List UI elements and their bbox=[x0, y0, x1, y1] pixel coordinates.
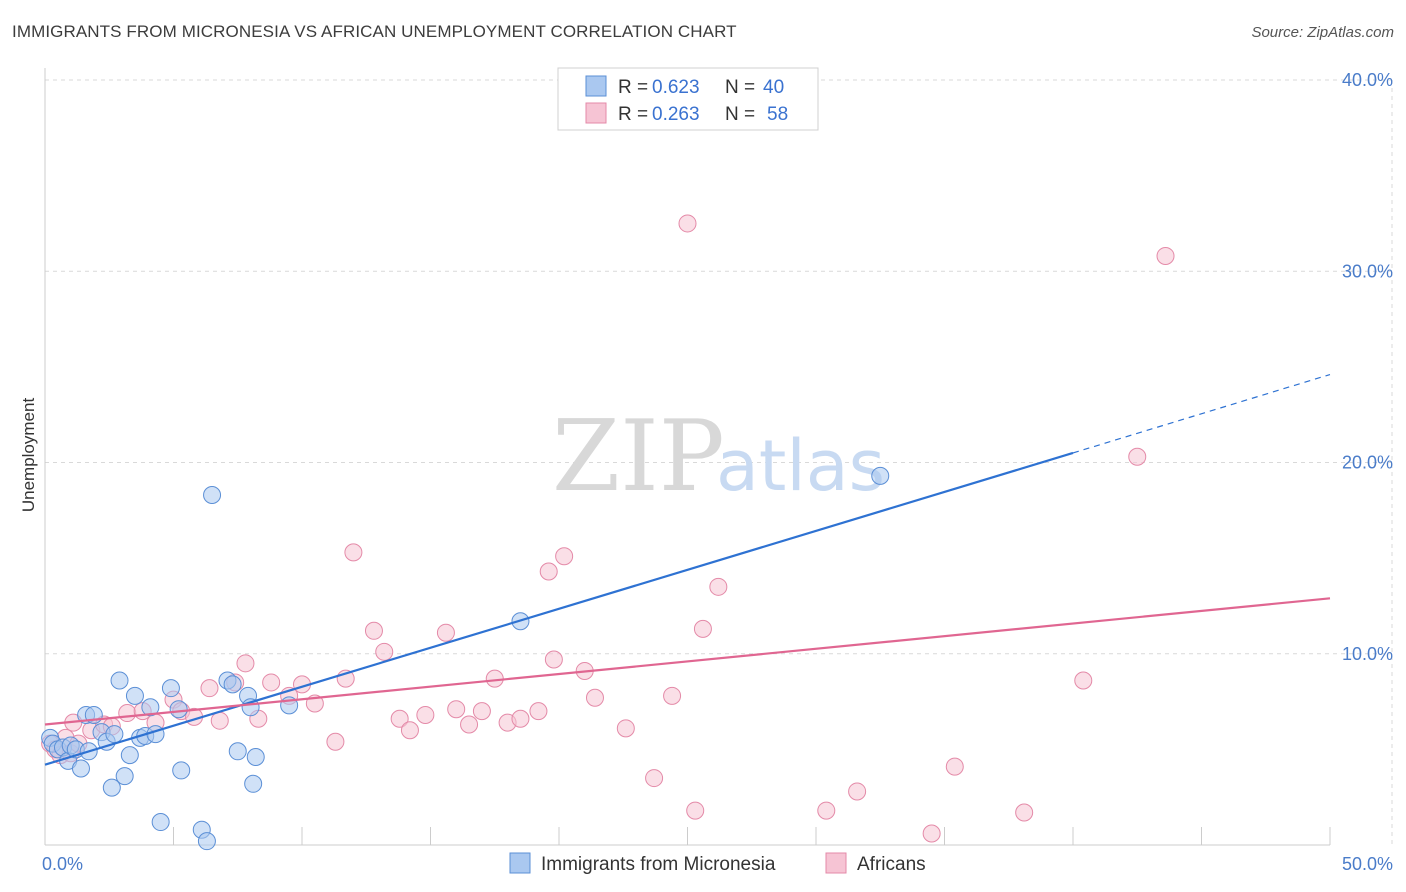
africans-point bbox=[539, 562, 558, 581]
africans-point bbox=[200, 679, 219, 698]
africans-point bbox=[709, 577, 728, 596]
africans-point bbox=[236, 654, 255, 673]
micronesia-point bbox=[244, 774, 263, 793]
africans-point bbox=[555, 547, 574, 566]
micronesia-point bbox=[228, 742, 247, 761]
y-tick-label: 40.0% bbox=[1342, 70, 1393, 90]
micronesia-point bbox=[105, 725, 124, 744]
africans-point bbox=[118, 704, 137, 723]
micronesia-point bbox=[172, 761, 191, 780]
africans-point bbox=[1074, 671, 1093, 690]
top-legend: R = 0.623 N = 40 R = 0.263 N = 58 bbox=[557, 67, 819, 131]
micronesia-trendline bbox=[44, 451, 1074, 766]
africans-point bbox=[663, 686, 682, 705]
micronesia-point bbox=[115, 767, 134, 786]
y-tick-label: 10.0% bbox=[1342, 644, 1393, 664]
series-africans-points bbox=[41, 214, 1175, 843]
micronesia-point bbox=[169, 700, 188, 719]
axes bbox=[44, 68, 1331, 846]
legend-r-value-2: 0.263 bbox=[652, 104, 700, 125]
africans-point bbox=[472, 702, 491, 721]
africans-point bbox=[922, 824, 941, 843]
africans-point bbox=[529, 702, 548, 721]
africans-point bbox=[693, 619, 712, 638]
africans-point bbox=[364, 621, 383, 640]
bottom-legend-label-micronesia: Immigrants from Micronesia bbox=[541, 854, 776, 875]
africans-point bbox=[817, 801, 836, 820]
y-tick-label: 30.0% bbox=[1342, 261, 1393, 281]
legend-swatch-pink bbox=[585, 102, 607, 124]
legend-r-value-1: 0.623 bbox=[652, 77, 700, 98]
trendlines bbox=[44, 373, 1331, 766]
legend-n-value-1: 40 bbox=[763, 77, 784, 98]
series-micronesia-points bbox=[41, 466, 890, 851]
micronesia-trendline-extension bbox=[1072, 373, 1331, 454]
africans-point bbox=[645, 769, 664, 788]
watermark: ZIP atlas bbox=[552, 400, 885, 514]
africans-point bbox=[447, 700, 466, 719]
watermark-atlas: atlas bbox=[716, 425, 885, 507]
chart-title: IMMIGRANTS FROM MICRONESIA VS AFRICAN UN… bbox=[12, 22, 737, 41]
micronesia-point bbox=[151, 813, 170, 832]
africans-point bbox=[344, 543, 363, 562]
legend-r-label-1: R = bbox=[618, 77, 648, 98]
africans-point bbox=[1015, 803, 1034, 822]
africans-point bbox=[616, 719, 635, 738]
africans-point bbox=[390, 709, 409, 728]
y-axis-label: Unemployment bbox=[19, 398, 38, 513]
legend-n-value-2: 58 bbox=[767, 104, 788, 125]
x-tick-label: 0.0% bbox=[42, 854, 83, 874]
micronesia-point bbox=[197, 832, 216, 851]
africans-point bbox=[400, 721, 419, 740]
africans-point bbox=[511, 709, 530, 728]
africans-point bbox=[945, 757, 964, 776]
africans-point bbox=[686, 801, 705, 820]
africans-point bbox=[585, 688, 604, 707]
legend-r-label-2: R = bbox=[618, 104, 648, 125]
africans-point bbox=[1156, 246, 1175, 265]
africans-point bbox=[678, 214, 697, 233]
bottom-legend-swatch-pink bbox=[825, 852, 847, 874]
africans-point bbox=[326, 732, 345, 751]
africans-point bbox=[436, 623, 455, 642]
micronesia-point bbox=[141, 698, 160, 717]
micronesia-point bbox=[120, 746, 139, 765]
micronesia-point bbox=[110, 671, 129, 690]
x-tick-label: 50.0% bbox=[1342, 854, 1393, 874]
africans-trendline bbox=[44, 597, 1331, 726]
grid-lines bbox=[45, 79, 1393, 845]
africans-point bbox=[460, 715, 479, 734]
bottom-legend-swatch-blue bbox=[509, 852, 531, 874]
micronesia-point bbox=[246, 748, 265, 767]
africans-point bbox=[544, 650, 563, 669]
watermark-zip: ZIP bbox=[552, 400, 725, 514]
legend-n-label-1: N = bbox=[725, 77, 755, 98]
micronesia-point bbox=[102, 778, 121, 797]
micronesia-point bbox=[125, 686, 144, 705]
africans-point bbox=[262, 673, 281, 692]
africans-point bbox=[416, 705, 435, 724]
africans-point bbox=[848, 782, 867, 801]
source-label: Source: ZipAtlas.com bbox=[1251, 24, 1394, 41]
micronesia-point bbox=[71, 759, 90, 778]
tick-labels: 10.0% 20.0% 30.0% 40.0% 0.0% 50.0% bbox=[42, 70, 1393, 874]
y-tick-label: 20.0% bbox=[1342, 453, 1393, 473]
micronesia-point bbox=[161, 679, 180, 698]
bottom-legend: Immigrants from Micronesia Africans bbox=[509, 852, 926, 875]
legend-n-label-2: N = bbox=[725, 104, 755, 125]
bottom-legend-label-africans: Africans bbox=[857, 854, 926, 875]
africans-point bbox=[375, 642, 394, 661]
africans-point bbox=[1128, 447, 1147, 466]
micronesia-point bbox=[871, 466, 890, 485]
micronesia-point bbox=[203, 486, 222, 505]
micronesia-point bbox=[223, 675, 242, 694]
africans-point bbox=[210, 711, 229, 730]
legend-swatch-blue bbox=[585, 75, 607, 97]
africans-point bbox=[485, 669, 504, 688]
